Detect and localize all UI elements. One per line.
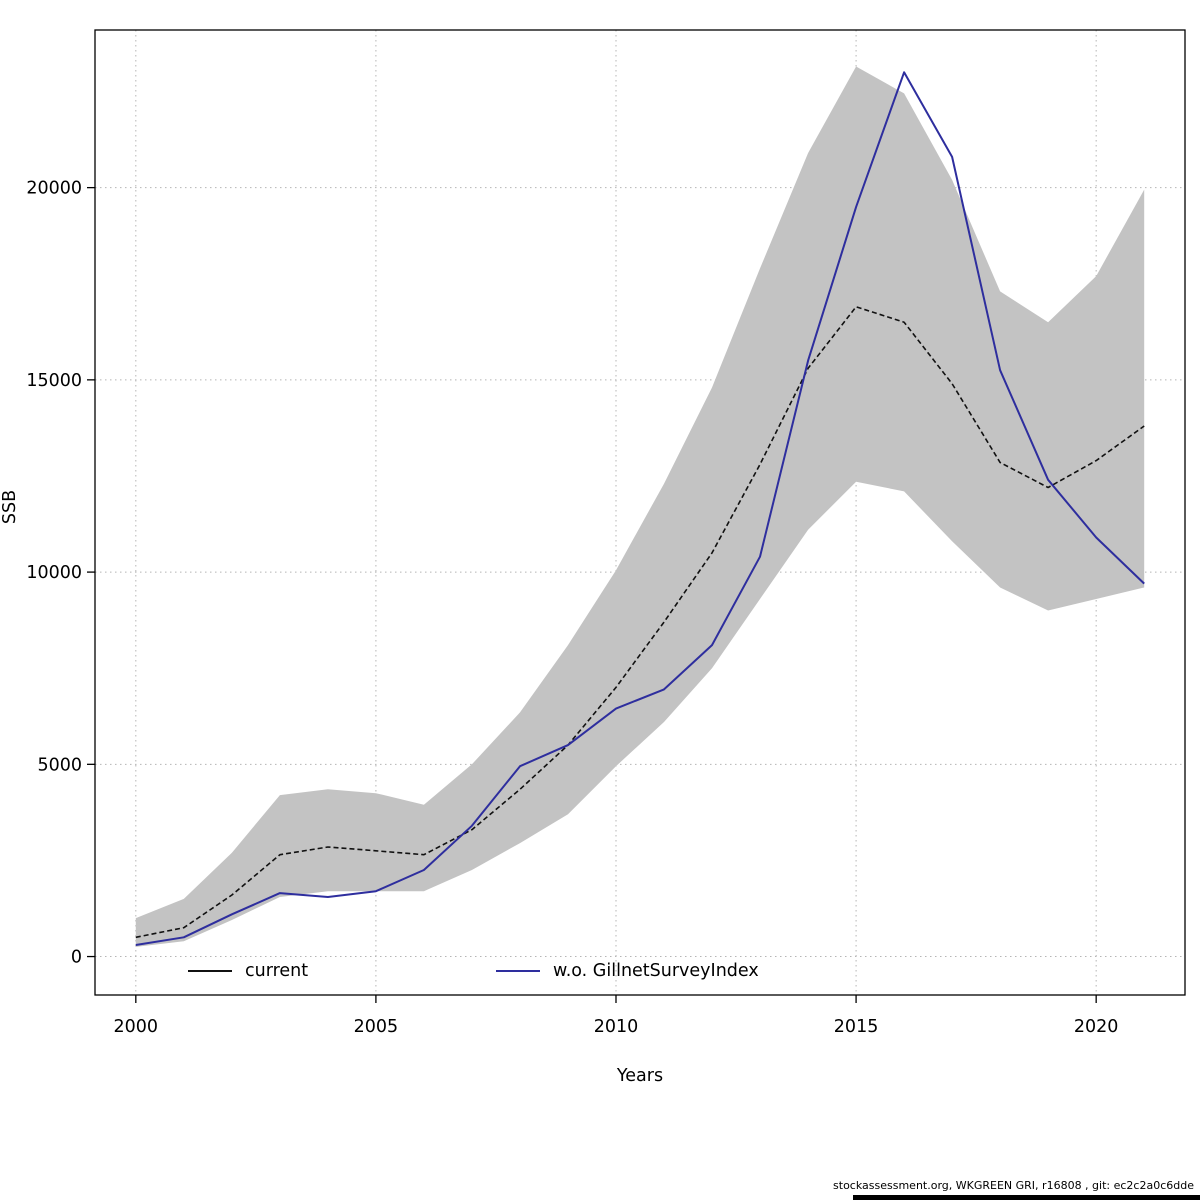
x-tick-label: 2005 bbox=[354, 1017, 399, 1037]
y-tick-label: 10000 bbox=[26, 563, 82, 583]
footer-citation: stockassessment.org, WKGREEN GRI, r16808… bbox=[833, 1179, 1194, 1192]
legend-label-current: current bbox=[245, 961, 309, 981]
plot-border bbox=[94, 29, 1186, 996]
legend-line-wo-gillnet bbox=[496, 969, 540, 973]
footer-bar bbox=[853, 1195, 1200, 1200]
confidence-band bbox=[135, 66, 1145, 947]
legend-item-wo-gillnet: w.o. GillnetSurveyIndex bbox=[496, 959, 759, 983]
x-tick-label: 2015 bbox=[834, 1017, 879, 1037]
legend-line-current bbox=[188, 969, 232, 973]
legend-item-current: current bbox=[188, 959, 308, 983]
y-tick-label: 0 bbox=[71, 948, 82, 968]
y-axis-title: SSB bbox=[0, 489, 20, 525]
legend-label-wo-gillnet: w.o. GillnetSurveyIndex bbox=[553, 961, 759, 981]
x-tick-label: 2020 bbox=[1074, 1017, 1119, 1037]
y-tick-label: 15000 bbox=[26, 371, 82, 391]
y-tick-label: 5000 bbox=[37, 755, 82, 775]
x-tick-label: 2000 bbox=[114, 1017, 159, 1037]
series-line-current bbox=[135, 305, 1145, 939]
series-line-wo-gillnet bbox=[135, 71, 1145, 946]
y-tick-label: 20000 bbox=[26, 179, 82, 199]
x-tick-label: 2010 bbox=[594, 1017, 639, 1037]
x-axis-title: Years bbox=[616, 1066, 664, 1086]
